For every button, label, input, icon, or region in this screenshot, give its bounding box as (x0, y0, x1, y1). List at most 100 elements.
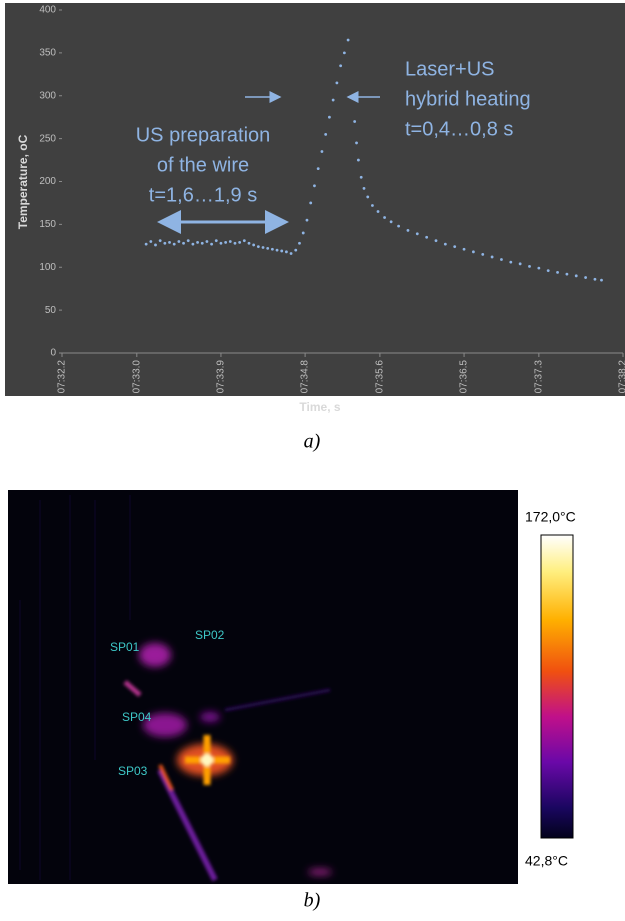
color-scale (540, 534, 574, 839)
point (242, 239, 246, 243)
point (342, 51, 346, 55)
point (205, 240, 209, 243)
point (186, 239, 190, 243)
point (376, 210, 380, 213)
point (275, 248, 279, 252)
spot-label: SP03 (118, 764, 148, 778)
point (371, 204, 374, 207)
point (266, 246, 270, 250)
caption: a) (304, 431, 321, 453)
point (537, 266, 541, 270)
point (328, 115, 331, 119)
caption: b) (304, 890, 321, 912)
point (556, 270, 559, 274)
annotation: t=1,6…1,9 s (149, 184, 257, 206)
y-tick-label: 0 (50, 348, 56, 359)
point (149, 240, 153, 243)
point (270, 247, 274, 251)
point (565, 272, 569, 276)
point (397, 224, 400, 228)
point (355, 141, 358, 145)
point (238, 240, 242, 244)
point (301, 231, 305, 235)
chart: Time, s Temperature, oC US preparation o… (16, 5, 625, 415)
point (509, 260, 513, 264)
point (182, 241, 185, 245)
y-tick-label: 200 (39, 176, 56, 187)
point (600, 278, 603, 282)
y-axis-title: Temperature, oC (16, 134, 30, 229)
point (546, 269, 550, 273)
point (443, 242, 447, 246)
chart-panel (5, 3, 625, 396)
point (252, 243, 256, 247)
point (389, 220, 393, 224)
spot-label: SP04 (122, 710, 152, 724)
point (256, 245, 260, 249)
point (593, 277, 597, 281)
point (518, 262, 522, 266)
annotation: t=0,4…0,8 s (405, 118, 513, 140)
point (280, 249, 284, 253)
point (233, 241, 237, 245)
x-tick-label: 07:35.6 (375, 360, 386, 394)
point (285, 250, 288, 254)
point (313, 184, 316, 188)
point (168, 240, 171, 244)
point (196, 240, 199, 244)
point (528, 264, 531, 268)
point (383, 216, 386, 219)
y-tick-label: 100 (39, 262, 56, 273)
point (346, 38, 350, 42)
point (200, 241, 204, 245)
point (362, 186, 366, 190)
point (316, 167, 320, 171)
x-tick-label: 07:36.5 (459, 360, 470, 394)
y-tick-label: 300 (39, 90, 56, 101)
point (356, 158, 360, 162)
x-tick-label: 07:37.3 (533, 360, 544, 394)
y-tick-label: 250 (39, 133, 56, 144)
x-axis-title: Time, s (299, 400, 340, 414)
point (481, 252, 485, 256)
noise (19, 495, 131, 880)
point (305, 218, 309, 222)
point (214, 239, 218, 243)
point (320, 150, 324, 153)
point (574, 274, 578, 278)
point (163, 241, 167, 245)
point (406, 228, 410, 232)
point (219, 241, 223, 245)
point (359, 175, 363, 179)
x-tick-label: 07:33.0 (131, 360, 142, 394)
point (353, 120, 357, 123)
annotation: of the wire (157, 154, 249, 176)
annotation: Laser+US (405, 58, 495, 80)
point (351, 94, 355, 98)
x-tick-label: 07:33.9 (216, 360, 227, 394)
point (298, 241, 301, 245)
point (289, 252, 293, 255)
point (191, 242, 195, 246)
point (228, 240, 232, 243)
x-tick-label: 07:32.2 (57, 360, 68, 394)
x-tick-label: 07:34.8 (300, 360, 311, 394)
point (261, 246, 265, 249)
point (335, 81, 339, 85)
thermal-image: SP01 SP02 SP04 SP03 (8, 490, 518, 884)
scale-max: 172,0°C (525, 509, 576, 525)
y-tick-label: 150 (39, 219, 56, 230)
point (294, 248, 298, 252)
hot-core (123, 680, 331, 882)
y-tick-label: 400 (39, 5, 56, 16)
point (472, 250, 475, 254)
point (154, 243, 157, 247)
spot-label: SP01 (110, 640, 140, 654)
y-tick-label: 50 (45, 305, 57, 316)
point (490, 255, 494, 259)
point (158, 239, 162, 243)
x-tick-label: 07:38.2 (618, 360, 625, 394)
y-tick-label: 350 (39, 48, 56, 59)
